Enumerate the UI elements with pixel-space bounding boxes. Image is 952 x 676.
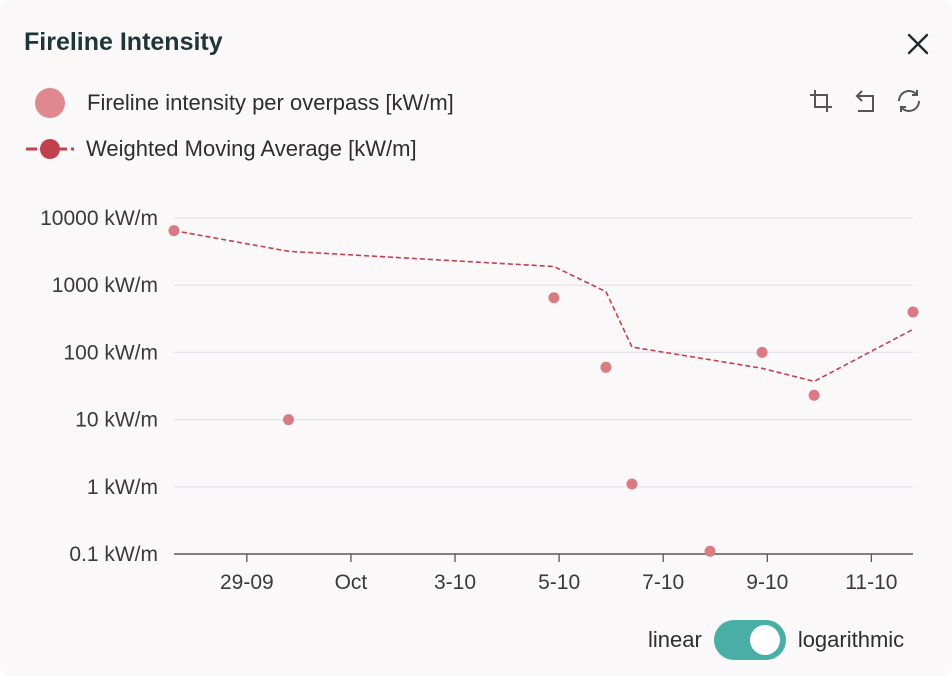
data-point <box>704 545 716 557</box>
data-point <box>548 292 560 304</box>
legend-dot-icon <box>35 88 65 118</box>
panel-title: Fireline Intensity <box>24 28 223 56</box>
legend-average-label: Weighted Moving Average [kW/m] <box>86 136 417 161</box>
close-icon[interactable] <box>904 30 932 58</box>
y-tick-label: 10 kW/m <box>75 409 158 432</box>
series-line-weighted-average <box>173 229 914 383</box>
y-tick-label: 0.1 kW/m <box>69 543 158 566</box>
y-tick-label: 10000 kW/m <box>40 207 158 230</box>
x-tick-label: 29-09 <box>220 571 274 594</box>
x-tick-label: 11-10 <box>845 571 897 594</box>
toggle-knob <box>749 625 780 655</box>
x-tick-label: Oct <box>335 571 368 594</box>
legend-points-label: Fireline intensity per overpass [kW/m] <box>87 90 454 115</box>
data-point <box>282 414 294 426</box>
legend-item-points[interactable]: Fireline intensity per overpass [kW/m] <box>24 88 454 118</box>
toggle-logarithmic-label: logarithmic <box>797 627 905 652</box>
x-tick-label: 3-10 <box>434 571 476 594</box>
y-tick-label: 1 kW/m <box>87 476 158 499</box>
data-point <box>600 361 612 373</box>
legend-item-average[interactable]: Weighted Moving Average [kW/m] <box>24 134 417 164</box>
x-tick-label: 5-10 <box>538 571 580 594</box>
scale-toggle-group: linear logarithmic <box>648 620 904 660</box>
data-point <box>626 478 638 490</box>
x-tick-label: 9-10 <box>746 571 788 594</box>
x-tick-label: 7-10 <box>642 571 684 594</box>
crop-icon[interactable] <box>806 86 836 116</box>
scale-toggle[interactable] <box>713 620 786 660</box>
chart-toolbar <box>806 86 924 116</box>
data-point <box>808 389 820 401</box>
legend-line-icon <box>26 139 74 159</box>
data-point <box>756 346 768 358</box>
toggle-linear-label: linear <box>648 627 702 652</box>
data-point <box>168 225 180 237</box>
y-tick-label: 1000 kW/m <box>52 274 158 297</box>
y-tick-label: 100 kW/m <box>63 341 158 364</box>
data-point <box>907 306 919 318</box>
undo-icon[interactable] <box>850 86 880 116</box>
refresh-icon[interactable] <box>894 86 924 116</box>
